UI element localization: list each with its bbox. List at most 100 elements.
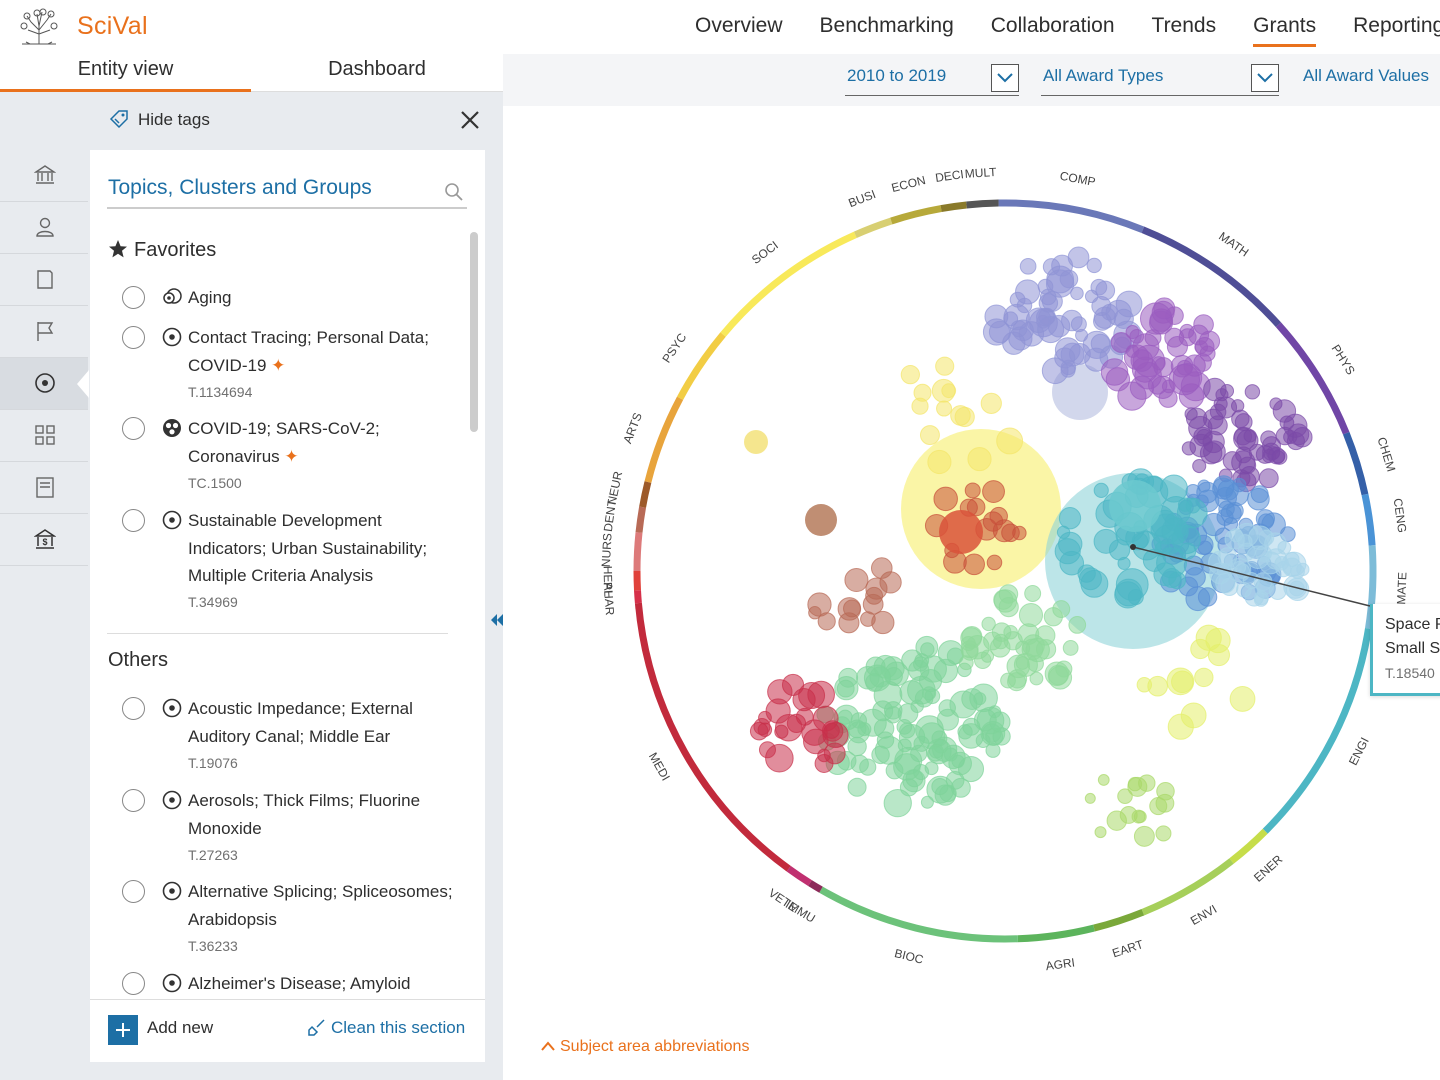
select-radio[interactable] bbox=[122, 789, 145, 812]
topic-bubble[interactable] bbox=[1271, 450, 1285, 464]
topic-bubble[interactable] bbox=[1167, 713, 1194, 740]
topic-bubble[interactable] bbox=[836, 679, 855, 698]
topic-bubble[interactable] bbox=[998, 597, 1019, 618]
topic-bubble[interactable] bbox=[989, 711, 1011, 733]
topic-bubble[interactable] bbox=[1177, 497, 1193, 512]
collapse-panel-icon[interactable] bbox=[490, 612, 504, 628]
topic-bubble[interactable] bbox=[1155, 825, 1172, 842]
topic-bubble[interactable] bbox=[1217, 479, 1239, 501]
topic-bubble[interactable] bbox=[911, 397, 929, 415]
topic-bubble[interactable] bbox=[1117, 556, 1131, 570]
topic-bubble[interactable] bbox=[1015, 640, 1031, 656]
subject-arc-neur[interactable] bbox=[639, 481, 652, 508]
select-radio[interactable] bbox=[122, 286, 145, 309]
subject-arc-ceng[interactable] bbox=[1361, 493, 1376, 546]
nav-overview[interactable]: Overview bbox=[695, 14, 783, 37]
topic-bubble[interactable] bbox=[1109, 480, 1161, 532]
topic-bubble[interactable] bbox=[933, 486, 958, 512]
subject-arc-envi[interactable] bbox=[1141, 858, 1234, 916]
topic-bubble[interactable] bbox=[1078, 567, 1102, 591]
rail-publication-sets[interactable] bbox=[0, 254, 88, 306]
subject-arc-chem[interactable] bbox=[1342, 431, 1369, 496]
topic-bubble[interactable] bbox=[871, 745, 890, 765]
topic-bubble[interactable] bbox=[844, 567, 869, 593]
subject-arc-ener[interactable] bbox=[1229, 828, 1268, 864]
topic-bubble[interactable] bbox=[1190, 638, 1211, 660]
topic-bubble[interactable] bbox=[744, 430, 768, 454]
topic-bubble[interactable] bbox=[1192, 458, 1207, 474]
topic-bubble[interactable] bbox=[1168, 571, 1187, 590]
topic-bubble[interactable] bbox=[967, 446, 992, 472]
clean-section-button[interactable]: Clean this section bbox=[308, 1018, 465, 1038]
topic-bubble[interactable] bbox=[1038, 293, 1059, 313]
topic-bubble[interactable] bbox=[765, 698, 791, 724]
rail-groups[interactable] bbox=[0, 410, 88, 462]
nav-benchmarking[interactable]: Benchmarking bbox=[819, 14, 954, 37]
topic-bubble[interactable] bbox=[837, 709, 853, 725]
topic-bubble[interactable] bbox=[1199, 441, 1223, 465]
subject-arc-heal[interactable] bbox=[633, 570, 641, 591]
select-radio[interactable] bbox=[122, 326, 145, 349]
topic-bubble[interactable] bbox=[1196, 481, 1219, 504]
year-range-dropdown[interactable]: 2010 to 2019 bbox=[845, 62, 1019, 96]
tab-entity-view[interactable]: Entity view bbox=[0, 58, 251, 92]
topic-bubble[interactable] bbox=[786, 713, 807, 734]
select-radio[interactable] bbox=[122, 417, 145, 440]
nav-collaboration[interactable]: Collaboration bbox=[990, 14, 1115, 37]
subject-arc-psyc[interactable] bbox=[676, 332, 726, 400]
add-new-button[interactable] bbox=[108, 1015, 138, 1045]
topic-bubble[interactable] bbox=[941, 383, 957, 399]
topic-bubble[interactable] bbox=[879, 571, 902, 594]
topic-bubble[interactable] bbox=[1224, 529, 1245, 550]
topic-bubble[interactable] bbox=[847, 777, 867, 797]
select-radio[interactable] bbox=[122, 697, 145, 720]
topic-bubble[interactable] bbox=[1114, 581, 1142, 609]
topic-bubble[interactable] bbox=[1185, 407, 1208, 429]
topic-bubble[interactable] bbox=[883, 701, 903, 720]
topic-bubble[interactable] bbox=[1260, 430, 1277, 447]
topic-bubble[interactable] bbox=[850, 754, 869, 774]
topic-bubble[interactable] bbox=[928, 743, 944, 759]
topic-bubble[interactable] bbox=[1230, 399, 1245, 413]
nav-reporting[interactable]: Reporting bbox=[1353, 14, 1440, 37]
topic-bubble[interactable] bbox=[1054, 337, 1081, 363]
add-new-label[interactable]: Add new bbox=[147, 1018, 214, 1037]
topic-bubble[interactable] bbox=[989, 637, 1011, 658]
select-radio[interactable] bbox=[122, 972, 145, 995]
topic-bubble[interactable] bbox=[1220, 383, 1235, 398]
topic-bubble[interactable] bbox=[1292, 427, 1313, 448]
subject-arc-dent[interactable] bbox=[635, 506, 647, 533]
topic-bubble[interactable] bbox=[986, 554, 1003, 571]
rail-institutions[interactable] bbox=[0, 150, 88, 202]
rail-topics[interactable] bbox=[0, 358, 89, 410]
tab-dashboard[interactable]: Dashboard bbox=[328, 58, 426, 80]
topic-bubble[interactable] bbox=[871, 610, 895, 635]
topic-bubble[interactable] bbox=[1059, 550, 1085, 576]
select-radio[interactable] bbox=[122, 509, 145, 532]
topic-bubble[interactable] bbox=[1243, 429, 1257, 443]
topic-bubble[interactable] bbox=[798, 682, 826, 710]
topic-bubble[interactable] bbox=[1215, 573, 1236, 594]
topic-bubble[interactable] bbox=[1070, 316, 1087, 333]
subject-arc-bioc[interactable] bbox=[819, 886, 1018, 943]
hide-tags-toggle[interactable]: Hide tags bbox=[108, 108, 210, 130]
topic-bubble[interactable] bbox=[1202, 512, 1226, 537]
topic-bubble[interactable] bbox=[1159, 474, 1188, 503]
close-icon[interactable] bbox=[458, 108, 482, 132]
topic-bubble[interactable] bbox=[1043, 607, 1063, 627]
topic-bubble[interactable] bbox=[817, 748, 831, 763]
topic-bubble[interactable] bbox=[913, 764, 930, 781]
rail-funders[interactable]: $ bbox=[0, 514, 88, 566]
topic-bubble[interactable] bbox=[883, 788, 912, 818]
subject-arc-mult[interactable] bbox=[966, 199, 999, 209]
topic-bubble[interactable] bbox=[1012, 525, 1027, 541]
topic-bubble[interactable] bbox=[1084, 792, 1096, 804]
topic-bubble[interactable] bbox=[1290, 564, 1305, 579]
rail-researchers[interactable] bbox=[0, 202, 88, 254]
topic-bubble[interactable] bbox=[996, 427, 1024, 455]
topic-bubble[interactable] bbox=[1095, 280, 1116, 301]
subject-abbreviations-toggle[interactable]: Subject area abbreviations bbox=[540, 1038, 749, 1056]
topic-bubble[interactable] bbox=[1166, 667, 1195, 696]
topic-bubble[interactable] bbox=[907, 675, 936, 705]
topic-bubble[interactable] bbox=[1024, 584, 1042, 602]
